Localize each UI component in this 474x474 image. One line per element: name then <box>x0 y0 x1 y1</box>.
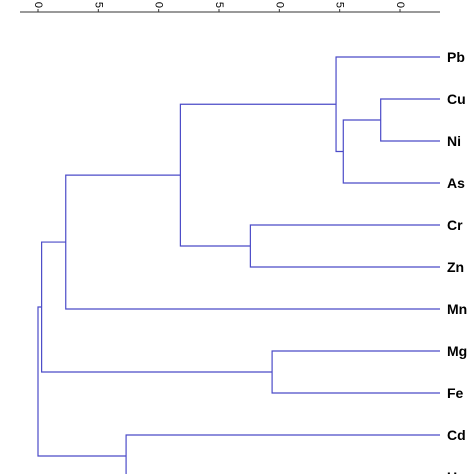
leaf-label-ni: Ni <box>447 133 461 149</box>
dendrogram-link <box>179 103 337 247</box>
leaf-label-mg: Mg <box>447 343 467 359</box>
leaf-label-fe: Fe <box>447 385 464 401</box>
leaf-label-u: U <box>447 469 457 474</box>
axis-tick-label: 5 <box>92 2 104 8</box>
dendrogram-link <box>380 98 440 142</box>
dendrogram-links <box>37 56 440 474</box>
dendrogram-link <box>335 56 440 153</box>
dendrogram-link <box>37 306 127 457</box>
top-axis: 0 5 0 5 0 5 0 <box>20 2 440 13</box>
axis-tick-label: 5 <box>213 2 225 8</box>
axis-tick-label: 5 <box>334 2 346 8</box>
leaf-label-cr: Cr <box>447 217 463 233</box>
axis-tick-label: 0 <box>394 2 406 8</box>
leaf-label-cd: Cd <box>447 427 466 443</box>
dendrogram-link <box>271 350 440 394</box>
leaf-label-pb: Pb <box>447 49 465 65</box>
axis-tick-label: 0 <box>273 2 285 8</box>
dendrogram-link <box>125 434 440 474</box>
dendrogram-link <box>41 241 273 373</box>
leaf-label-zn: Zn <box>447 259 464 275</box>
leaf-label-cu: Cu <box>447 91 466 107</box>
leaf-label-as: As <box>447 175 465 191</box>
dendrogram-link <box>65 174 440 310</box>
axis-tick-label: 0 <box>32 2 44 8</box>
dendrogram-link <box>342 119 440 184</box>
leaf-labels: Pb Cu Ni As Cr Zn Mn Mg Fe Cd U <box>447 49 467 474</box>
axis-tick-label: 0 <box>153 2 165 8</box>
dendrogram-link <box>249 224 440 268</box>
leaf-label-mn: Mn <box>447 301 467 317</box>
